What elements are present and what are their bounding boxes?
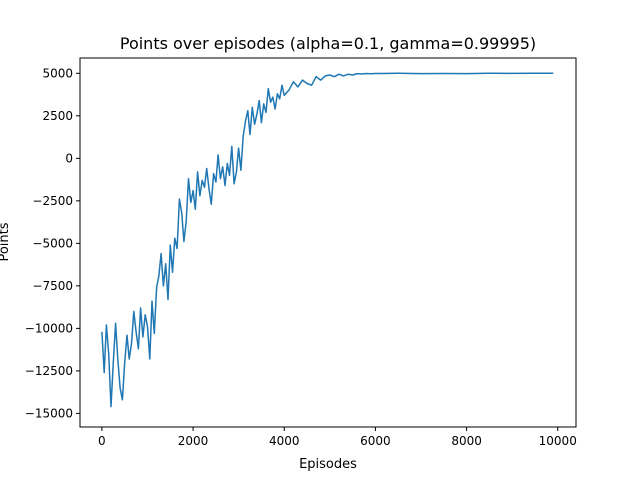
y-tick-label: 5000 bbox=[42, 66, 73, 80]
y-axis: −15000 −12500 −10000 −7500 −5000 −2500 0 2500 50… bbox=[25, 66, 80, 420]
x-axis-label: Episodes bbox=[299, 457, 357, 472]
y-axis-label: Points bbox=[0, 222, 12, 261]
plot-area bbox=[101, 72, 554, 408]
x-tick-label: 6000 bbox=[360, 434, 391, 448]
y-tick-label: 0 bbox=[65, 151, 73, 165]
x-tick-label: 2000 bbox=[178, 434, 209, 448]
x-tick-label: 8000 bbox=[451, 434, 482, 448]
series-line-0 bbox=[101, 72, 554, 408]
y-tick-label: −2500 bbox=[32, 194, 73, 208]
x-tick-label: 0 bbox=[98, 434, 106, 448]
y-tick-label: −12500 bbox=[25, 364, 73, 378]
chart-title: Points over episodes (alpha=0.1, gamma=0… bbox=[120, 34, 536, 53]
y-tick-label: −15000 bbox=[25, 406, 73, 420]
x-tick-label: 4000 bbox=[269, 434, 300, 448]
y-tick-label: 2500 bbox=[42, 109, 73, 123]
y-tick-label: −5000 bbox=[32, 236, 73, 250]
x-tick-label: 10000 bbox=[539, 434, 577, 448]
y-tick-label: −10000 bbox=[25, 321, 73, 335]
y-tick-label: −7500 bbox=[32, 279, 73, 293]
plot-frame bbox=[79, 57, 577, 428]
x-axis: 0 2000 4000 6000 8000 10000 bbox=[98, 427, 577, 448]
